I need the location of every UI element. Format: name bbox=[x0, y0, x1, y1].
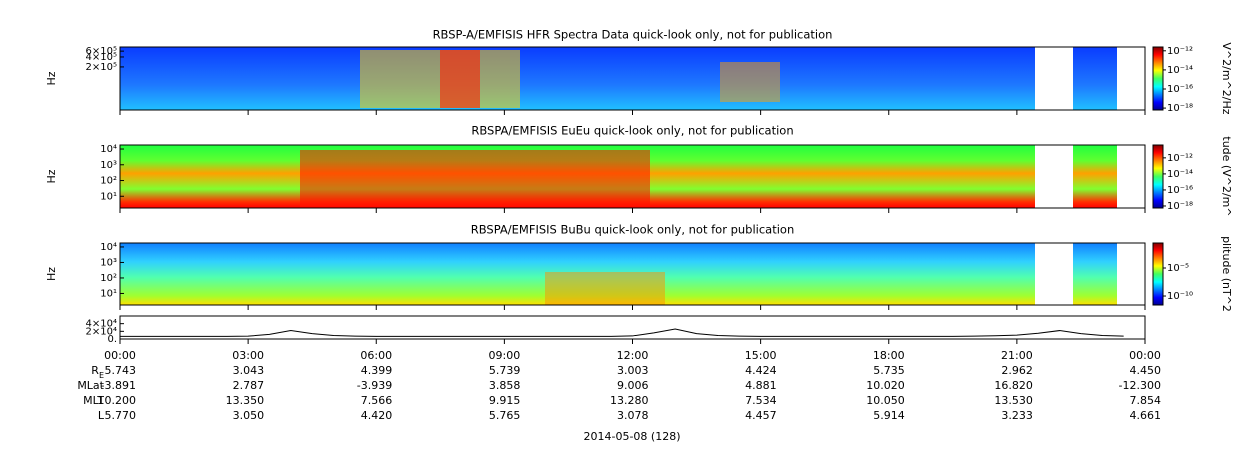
ephemeris-value: 10.050 bbox=[866, 394, 905, 407]
ephemeris-value: 3.050 bbox=[233, 409, 265, 422]
ephemeris-value: 5.735 bbox=[873, 364, 905, 377]
ephemeris-value: 16.820 bbox=[994, 379, 1033, 392]
ephemeris-value: 4.420 bbox=[361, 409, 393, 422]
colorbar-tick-label: 10⁻¹⁴ bbox=[1167, 65, 1193, 76]
y-axis-label: Hz bbox=[45, 169, 58, 183]
colorbar-tick-label: 10⁻¹⁶ bbox=[1167, 185, 1193, 196]
y-tick-label: 10⁴ bbox=[100, 242, 117, 253]
colorbar-tick-label: 10⁻¹⁶ bbox=[1167, 84, 1193, 95]
colorbar-tick-label: 10⁻¹⁰ bbox=[1167, 291, 1193, 302]
ephemeris-value: -3.891 bbox=[101, 379, 136, 392]
panel-title: RBSPA/EMFISIS EuEu quick-look only, not … bbox=[471, 124, 793, 138]
ephemeris-value: 7.566 bbox=[361, 394, 393, 407]
ephemeris-value: -12.300 bbox=[1119, 379, 1161, 392]
x-tick-label: 00:00 bbox=[104, 349, 136, 362]
ephemeris-value: 10.200 bbox=[98, 394, 137, 407]
y-tick-label: 10² bbox=[100, 273, 117, 284]
ephemeris-row-label: RE bbox=[91, 364, 104, 380]
x-tick-label: 09:00 bbox=[489, 349, 521, 362]
ephemeris-value: 5.743 bbox=[105, 364, 137, 377]
colorbar bbox=[1152, 242, 1164, 306]
ephemeris-value: 10.020 bbox=[866, 379, 905, 392]
ephemeris-value: 7.534 bbox=[745, 394, 777, 407]
colorbar-tick-label: 10⁻⁵ bbox=[1167, 263, 1189, 274]
colorbar bbox=[1152, 144, 1164, 209]
x-tick-label: 18:00 bbox=[873, 349, 905, 362]
panel-title: RBSPA/EMFISIS BuBu quick-look only, not … bbox=[471, 223, 795, 237]
colorbar-tick-label: 10⁻¹² bbox=[1167, 153, 1193, 164]
colorbar-label: tude (V^2/m^ bbox=[1220, 136, 1233, 216]
colorbar-label: V^2/m^2/Hz bbox=[1220, 42, 1233, 114]
y-tick-label: 2×10⁵ bbox=[86, 62, 117, 73]
ephemeris-row-label: L bbox=[98, 409, 105, 422]
x-tick-label: 21:00 bbox=[1001, 349, 1033, 362]
y-tick-label: 10¹ bbox=[100, 288, 117, 299]
ephemeris-value: 9.915 bbox=[489, 394, 521, 407]
y-axis-label: Hz bbox=[45, 267, 58, 281]
y-tick-label: 10² bbox=[100, 176, 117, 187]
y-tick-label: 10⁴ bbox=[100, 144, 117, 155]
ephemeris-value: 13.280 bbox=[610, 394, 649, 407]
date-label: 2014-05-08 (128) bbox=[583, 430, 680, 443]
colorbar bbox=[1152, 46, 1164, 111]
ephemeris-value: 4.399 bbox=[361, 364, 393, 377]
ephemeris-value: 5.765 bbox=[489, 409, 521, 422]
y-tick-label: 6×10⁵ bbox=[86, 46, 117, 57]
ephemeris-value: 5.914 bbox=[873, 409, 905, 422]
ephemeris-value: 5.739 bbox=[489, 364, 521, 377]
ephemeris-value: 7.854 bbox=[1130, 394, 1162, 407]
x-tick-label: 03:00 bbox=[232, 349, 264, 362]
panel-title: RBSP-A/EMFISIS HFR Spectra Data quick-lo… bbox=[433, 28, 833, 42]
ephemeris-value: 2.962 bbox=[1001, 364, 1033, 377]
ephemeris-label-text: L bbox=[98, 409, 105, 422]
x-tick-label: 00:00 bbox=[1129, 349, 1161, 362]
ephemeris-value: 5.770 bbox=[105, 409, 137, 422]
x-tick-label: 12:00 bbox=[617, 349, 649, 362]
x-tick-label: 06:00 bbox=[360, 349, 392, 362]
spectrogram-fill bbox=[120, 47, 1117, 305]
ephemeris-value: 3.043 bbox=[233, 364, 265, 377]
x-tick-label: 15:00 bbox=[745, 349, 777, 362]
colorbar-label: plitude (nT^2 bbox=[1220, 236, 1233, 312]
ephemeris-value: 9.006 bbox=[617, 379, 649, 392]
y-tick-label: 4×10⁴ bbox=[86, 319, 117, 330]
ephemeris-value: 13.350 bbox=[226, 394, 265, 407]
y-tick-label: 0. bbox=[107, 334, 117, 345]
data-line bbox=[120, 328, 1124, 337]
colorbar-tick-label: 10⁻¹⁸ bbox=[1167, 201, 1193, 212]
ephemeris-value: 4.457 bbox=[745, 409, 777, 422]
ephemeris-row-label: MLat bbox=[77, 379, 104, 392]
ephemeris-value: 4.424 bbox=[745, 364, 777, 377]
ephemeris-row-label: MLT bbox=[83, 394, 104, 407]
ephemeris-value: 3.003 bbox=[617, 364, 649, 377]
ephemeris-value: 4.881 bbox=[745, 379, 777, 392]
colorbar-tick-label: 10⁻¹⁴ bbox=[1167, 169, 1193, 180]
y-tick-label: 10³ bbox=[100, 160, 117, 171]
y-tick-label: 10¹ bbox=[100, 191, 117, 202]
ephemeris-value: 3.858 bbox=[489, 379, 521, 392]
ephemeris-label-text: MLT bbox=[83, 394, 104, 407]
ephemeris-value: 4.661 bbox=[1130, 409, 1162, 422]
colorbar-tick-label: 10⁻¹⁸ bbox=[1167, 103, 1193, 114]
y-axis-label: Hz bbox=[45, 71, 58, 85]
y-tick-label: 4×10⁵ bbox=[86, 52, 117, 63]
ephemeris-label-subscript: E bbox=[99, 371, 104, 380]
y-tick-label: 10³ bbox=[100, 257, 117, 268]
ephemeris-value: -3.939 bbox=[357, 379, 392, 392]
ephemeris-value: 3.233 bbox=[1001, 409, 1033, 422]
y-tick-label: 2×10⁴ bbox=[86, 326, 117, 337]
ephemeris-value: 13.530 bbox=[994, 394, 1033, 407]
colorbar-tick-label: 10⁻¹² bbox=[1167, 46, 1193, 57]
ephemeris-label-text: R bbox=[91, 364, 99, 377]
ephemeris-label-text: MLat bbox=[77, 379, 104, 392]
ephemeris-value: 2.787 bbox=[233, 379, 265, 392]
ephemeris-value: 4.450 bbox=[1130, 364, 1162, 377]
ephemeris-value: 3.078 bbox=[617, 409, 649, 422]
